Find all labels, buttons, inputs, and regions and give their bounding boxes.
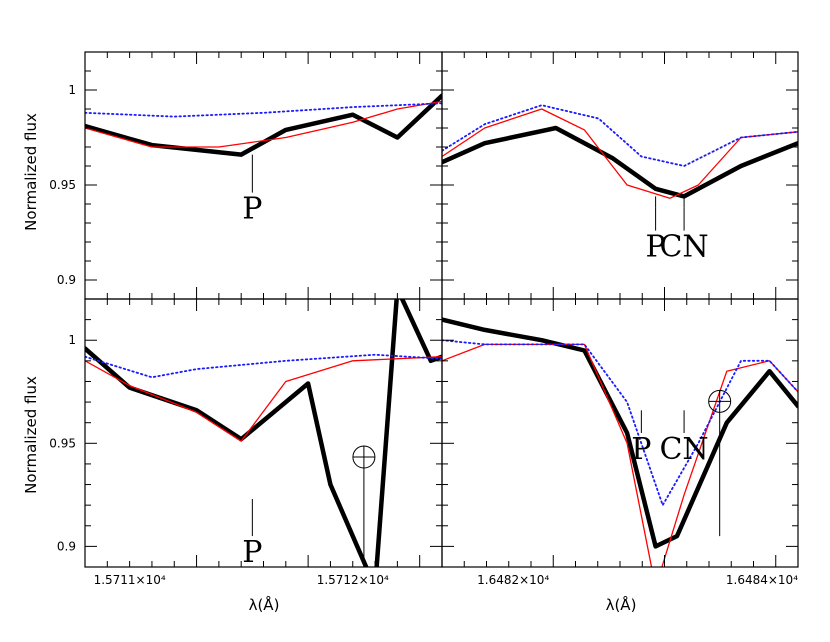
panel-top-left: 0.9 0.95 1 P [49,51,443,300]
panel-bottom-left: 0.9 0.95 1 1.5711×10⁴ 1.5712×10⁴ P [49,298,443,587]
series-line-red [85,356,442,442]
panel-top-right: PCN [441,51,799,300]
y-tick-label: 1 [68,333,76,347]
y-tick-label: 0.9 [57,539,76,553]
feature-label: P [242,192,262,227]
y-axis-label-bottom: Normalized flux [22,376,40,494]
x-tick-label: 1.5712×10⁴ [317,573,389,587]
series-line-thick-black [442,125,798,199]
y-tick-label: 0.9 [57,273,76,287]
x-tick-label: 1.5711×10⁴ [94,573,166,587]
panel-bottom-right: 1.6482×10⁴ 1.6484×10⁴ P CN [441,298,799,587]
y-tick-label: 0.95 [49,178,76,192]
feature-label: P [646,230,666,265]
feature-label: CN [659,230,708,265]
series-line-blue-dotted [85,102,442,118]
series-line-blue-dotted [85,353,442,379]
x-axis-label-left: λ(Å) [249,595,280,614]
series-line-red [85,100,442,148]
series-line-thick-black [85,93,442,157]
feature-label: CN [659,432,708,467]
feature-label: P [242,535,262,570]
x-tick-label: 1.6484×10⁴ [726,573,798,587]
series-line-red [442,343,798,567]
y-tick-label: 0.95 [49,436,76,450]
series-line-blue-dotted [442,339,798,507]
panel-frame [441,298,799,568]
series-line-thick-black [442,317,798,549]
x-tick-label: 1.6482×10⁴ [477,573,549,587]
feature-label: P [631,432,651,467]
series-line-thick-black [85,299,442,567]
panel-frame [84,51,443,300]
y-axis-label-top: Normalized flux [22,113,40,231]
x-axis-label-right: λ(Å) [606,595,637,614]
series-line-red [442,108,798,199]
series-line-blue-dotted [442,104,798,167]
y-tick-label: 1 [68,83,76,97]
